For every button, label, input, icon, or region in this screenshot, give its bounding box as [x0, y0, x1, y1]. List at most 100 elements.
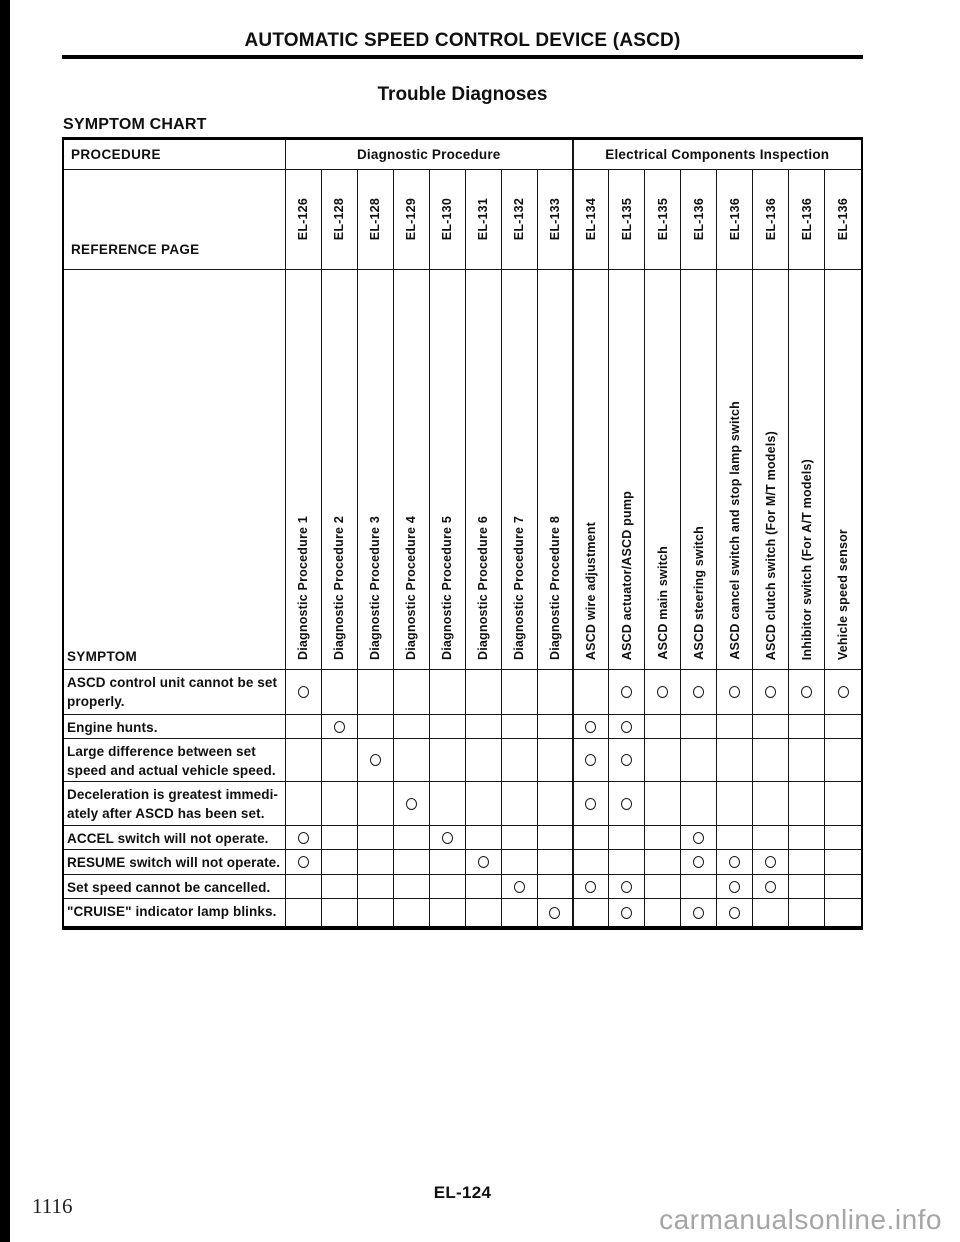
column-header-1: Diagnostic Procedure 1 — [286, 270, 322, 670]
mark-cell-r8-c13 — [717, 899, 754, 926]
mark-circle — [585, 880, 597, 893]
mark-cell-r1-c16 — [825, 670, 861, 715]
procedure-header: PROCEDURE — [64, 140, 286, 170]
reference-page-value: EL-132 — [512, 198, 527, 241]
symptom-label-6: RESUME switch will not operate. — [64, 850, 286, 875]
mark-cell-r6-c1 — [286, 850, 322, 875]
mark-cell-r3-c12 — [681, 739, 718, 782]
mark-cell-r8-c10 — [609, 899, 646, 926]
mark-circle — [513, 880, 525, 893]
mark-cell-r3-c8 — [537, 739, 574, 782]
ref-col-10: EL-135 — [609, 170, 646, 270]
mark-circle — [765, 686, 777, 698]
mark-cell-r5-c9 — [573, 826, 610, 850]
manual-page: AUTOMATIC SPEED CONTROL DEVICE (ASCD) Tr… — [62, 0, 863, 1242]
mark-cell-r2-c13 — [717, 715, 754, 739]
mark-circle — [693, 831, 705, 844]
mark-cell-r1-c8 — [537, 670, 574, 715]
mark-cell-r2-c15 — [789, 715, 826, 739]
reference-page-value: EL-136 — [691, 198, 706, 241]
reference-page-value: EL-126 — [296, 198, 311, 241]
mark-cell-r4-c2 — [321, 782, 358, 826]
mark-cell-r7-c11 — [645, 875, 682, 899]
symptom-label-3: Large difference between set speed and a… — [64, 739, 286, 782]
mark-circle — [621, 906, 633, 919]
mark-cell-r1-c9 — [573, 670, 610, 715]
mark-cell-r4-c16 — [825, 782, 861, 826]
ref-col-13: EL-136 — [717, 170, 754, 270]
column-header-8: Diagnostic Procedure 8 — [537, 270, 574, 670]
mark-cell-r3-c1 — [286, 739, 322, 782]
watermark: carmanualsonline.info — [659, 1204, 942, 1235]
mark-cell-r7-c5 — [429, 875, 466, 899]
reference-page-value: EL-133 — [547, 198, 562, 241]
column-label: Diagnostic Procedure 3 — [368, 515, 383, 660]
mark-circle — [657, 686, 669, 698]
mark-cell-r8-c5 — [430, 899, 466, 926]
mark-cell-r4-c1 — [286, 782, 322, 826]
mark-cell-r6-c10 — [609, 850, 646, 875]
mark-cell-r8-c3 — [358, 899, 394, 926]
column-header-13: ASCD cancel switch and stop lamp switch — [717, 270, 754, 670]
mark-circle — [729, 906, 741, 919]
mark-cell-r8-c4 — [394, 899, 430, 926]
column-header-14: ASCD clutch switch (For M/T models) — [753, 270, 790, 670]
mark-cell-r4-c5 — [429, 782, 466, 826]
mark-cell-r6-c4 — [393, 850, 430, 875]
column-label: ASCD clutch switch (For M/T models) — [763, 430, 778, 660]
mark-cell-r6-c9 — [573, 850, 610, 875]
mark-cell-r2-c3 — [357, 715, 394, 739]
mark-cell-r7-c3 — [357, 875, 394, 899]
mark-cell-r3-c4 — [393, 739, 430, 782]
mark-cell-r6-c15 — [789, 850, 826, 875]
title-rule — [62, 55, 863, 59]
mark-circle — [729, 856, 741, 868]
mark-cell-r3-c2 — [321, 739, 358, 782]
page-code: EL-124 — [433, 1183, 492, 1202]
mark-circle — [621, 754, 633, 766]
column-label: Diagnostic Procedure 1 — [296, 515, 311, 660]
column-label: Diagnostic Procedure 7 — [512, 515, 527, 660]
mark-cell-r5-c7 — [501, 826, 538, 850]
mark-cell-r3-c13 — [717, 739, 754, 782]
mark-cell-r1-c2 — [321, 670, 358, 715]
page-title: AUTOMATIC SPEED CONTROL DEVICE (ASCD) — [244, 30, 681, 51]
ref-col-7: EL-132 — [501, 170, 538, 270]
group-header-diagnostic: Diagnostic Procedure — [286, 140, 574, 170]
column-header-12: ASCD steering switch — [681, 270, 718, 670]
mark-cell-r8-c12 — [681, 899, 718, 926]
mark-cell-r4-c4 — [393, 782, 430, 826]
mark-cell-r8-c14 — [753, 899, 790, 926]
mark-cell-r4-c12 — [681, 782, 718, 826]
symptom-label-7: Set speed cannot be cancelled. — [64, 875, 286, 899]
column-header-9: ASCD wire adjustment — [573, 270, 610, 670]
mark-cell-r6-c6 — [465, 850, 502, 875]
reference-page-value: EL-129 — [404, 198, 419, 241]
reference-page-value: EL-135 — [619, 198, 634, 241]
ref-col-4: EL-129 — [393, 170, 430, 270]
ref-col-15: EL-136 — [789, 170, 826, 270]
mark-cell-r2-c8 — [537, 715, 574, 739]
mark-circle — [621, 686, 633, 698]
column-label: Diagnostic Procedure 6 — [476, 515, 491, 660]
ref-col-9: EL-134 — [573, 170, 610, 270]
mark-cell-r7-c1 — [286, 875, 322, 899]
mark-circle — [297, 856, 309, 868]
mark-circle — [405, 797, 417, 810]
mark-cell-r7-c14 — [753, 875, 790, 899]
mark-cell-r5-c3 — [357, 826, 394, 850]
mark-cell-r1-c14 — [753, 670, 790, 715]
mark-cell-r1-c13 — [717, 670, 754, 715]
mark-cell-r2-c1 — [286, 715, 322, 739]
mark-circle — [693, 856, 705, 868]
mark-circle — [333, 720, 345, 733]
mark-cell-r1-c5 — [429, 670, 466, 715]
mark-cell-r1-c1 — [286, 670, 322, 715]
mark-circle — [585, 720, 597, 733]
mark-cell-r2-c12 — [681, 715, 718, 739]
scan-edge-strip — [0, 0, 10, 1242]
mark-cell-r5-c8 — [537, 826, 574, 850]
column-label: Vehicle speed sensor — [836, 528, 851, 660]
mark-cell-r6-c11 — [645, 850, 682, 875]
mark-cell-r2-c14 — [753, 715, 790, 739]
